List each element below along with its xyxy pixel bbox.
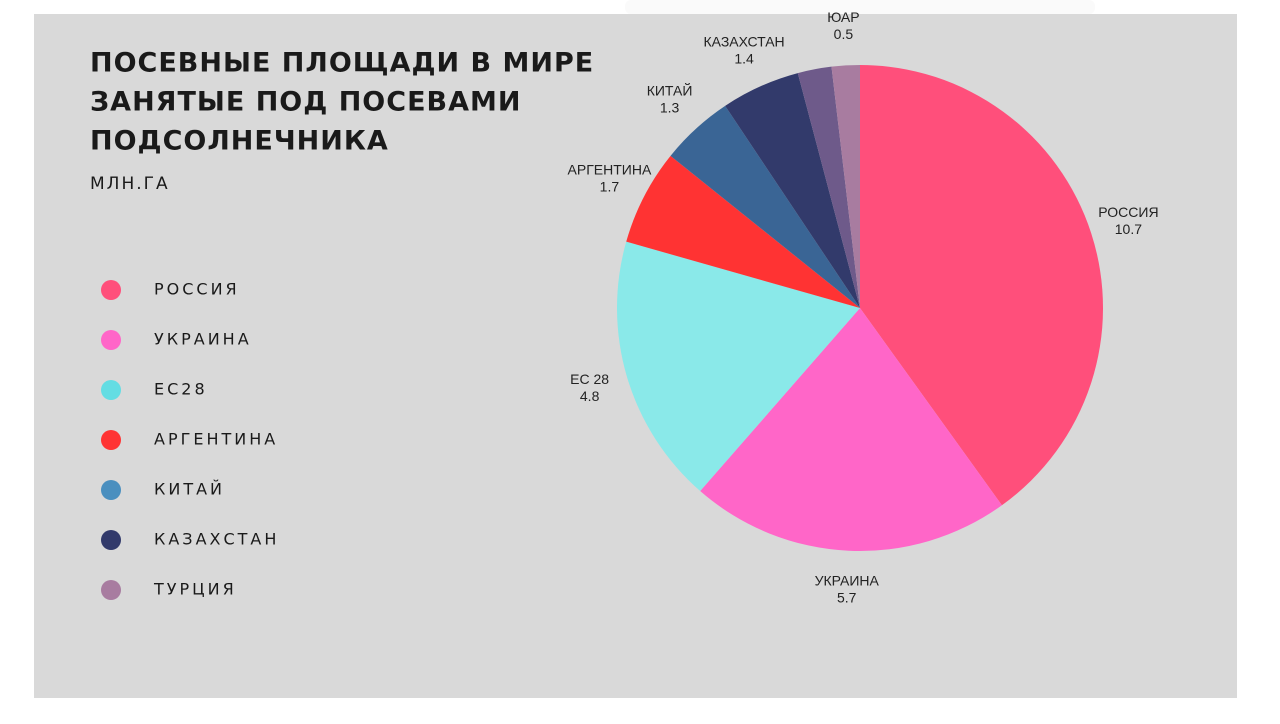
chart-title: ЗАНЯТЫЕ ПОД ПОСЕВАМИ [90, 87, 521, 118]
legend-label: АРГЕНТИНА [154, 430, 278, 449]
pie-slice [626, 155, 860, 308]
chart-subtitle: МЛН.ГА [90, 174, 170, 194]
slice-value: 1.7 [600, 178, 620, 194]
legend-marker [101, 280, 121, 300]
pie-slice [617, 241, 860, 492]
pie-slice [831, 65, 860, 308]
legend-label: КАЗАХСТАН [154, 530, 279, 549]
slice-value: 10.7 [1115, 221, 1142, 237]
pie-slice [797, 66, 860, 308]
slice-label: РОССИЯ [1098, 204, 1158, 220]
slice-label: КАЗАХСТАН [703, 34, 784, 50]
slice-label: АРГЕНТИНА [568, 161, 652, 177]
pie-slice [725, 73, 860, 308]
slice-label: УКРАИНА [815, 572, 880, 588]
slice-value: 0.5 [834, 26, 854, 42]
legend-marker [101, 430, 121, 450]
slice-label: ЮАР [827, 9, 859, 25]
legend-label: РОССИЯ [154, 280, 240, 299]
slice-label: ЕС 28 [570, 371, 609, 387]
slice-value: 5.7 [837, 589, 857, 605]
legend-label: КИТАЙ [154, 480, 225, 499]
pie-slice [670, 105, 860, 308]
slice-label: КИТАЙ [647, 82, 693, 99]
legend-marker [101, 330, 121, 350]
chart-title: ПОСЕВНЫЕ ПЛОЩАДИ В МИРЕ [90, 48, 594, 79]
legend-marker [101, 580, 121, 600]
top-strip [625, 0, 1095, 14]
slice-value: 1.4 [734, 51, 754, 67]
pie-slice [700, 308, 1002, 551]
legend-marker [101, 380, 121, 400]
legend-marker [101, 480, 121, 500]
legend-label: УКРАИНА [154, 330, 252, 349]
slice-value: 1.3 [660, 100, 680, 116]
chart-title: ПОДСОЛНЕЧНИКА [90, 126, 389, 157]
pie-slice [860, 65, 1103, 506]
legend-label: ТУРЦИЯ [153, 580, 237, 599]
slice-value: 4.8 [580, 388, 600, 404]
legend-marker [101, 530, 121, 550]
legend-label: ЕС28 [154, 380, 208, 399]
